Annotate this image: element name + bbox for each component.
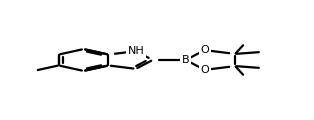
- Text: O: O: [200, 65, 209, 75]
- Text: NH: NH: [127, 46, 144, 56]
- Text: O: O: [200, 45, 209, 55]
- Text: B: B: [182, 55, 190, 65]
